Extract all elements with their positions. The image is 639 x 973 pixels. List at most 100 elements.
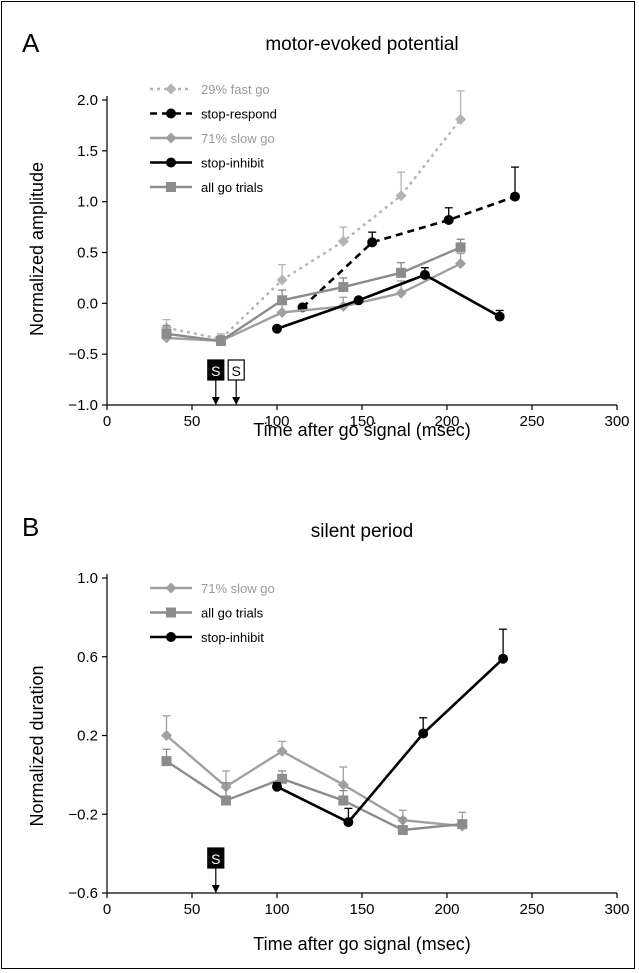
legend-label: stop-inhibit bbox=[201, 156, 264, 171]
panel-a-series-stop-inhibit bbox=[272, 267, 505, 334]
data-point bbox=[396, 267, 407, 278]
panel-a-y-tick-label: 1.5 bbox=[77, 143, 98, 160]
data-point bbox=[397, 825, 408, 835]
panel-a-xlabel: Time after go signal (msec) bbox=[253, 420, 470, 440]
panel-b-plot: −0.6 −0.2 0.2 0.6 1.0 0 50 100 150 200 250 300 71% s… bbox=[68, 570, 629, 918]
panel-a-legend-entry: stop-inhibit bbox=[150, 156, 264, 171]
data-point bbox=[277, 773, 288, 784]
data-point bbox=[161, 328, 172, 339]
panel-b-series-stop-inhibit bbox=[272, 628, 509, 828]
panel-a-stop-signal-marker: S bbox=[207, 359, 225, 405]
panel-a-y-tick-label: 0.0 bbox=[77, 295, 98, 312]
panel-a-legend-entry: stop-respond bbox=[150, 107, 277, 122]
series-line bbox=[166, 246, 462, 343]
panel-b-x-tick-label: 0 bbox=[103, 901, 111, 918]
series-line bbox=[276, 273, 501, 330]
panel-a-series-all-go-trials bbox=[161, 238, 466, 346]
panel-b-x-tick-label: 200 bbox=[434, 901, 459, 918]
panel-b-title: silent period bbox=[311, 521, 413, 542]
panel-b-y-tick-label: −0.2 bbox=[68, 806, 98, 823]
data-point bbox=[338, 795, 349, 806]
series-line bbox=[166, 262, 462, 343]
legend-marker bbox=[165, 132, 177, 144]
data-point bbox=[272, 323, 282, 334]
panel-a-y-tick-label: 0.5 bbox=[77, 245, 98, 262]
data-point bbox=[395, 190, 407, 202]
signal-arrow-head bbox=[211, 397, 220, 405]
legend-marker bbox=[166, 182, 176, 192]
data-point bbox=[455, 242, 466, 253]
panel-a-label: A bbox=[22, 28, 40, 58]
panel-a-legend-entry: all go trials bbox=[150, 180, 264, 195]
legend-label: 29% fast go bbox=[201, 82, 270, 97]
data-point bbox=[494, 311, 505, 322]
panel-a-stop-signal-marker: S bbox=[227, 359, 245, 405]
panel-a-legend-entry: 29% fast go bbox=[150, 82, 270, 97]
panel-a-x-tick-label: 200 bbox=[434, 413, 459, 430]
panel-a-series-stop-respond bbox=[297, 166, 520, 313]
panel-b-series-all-go-trials bbox=[161, 748, 468, 835]
panel-b-y-tick-label: −0.6 bbox=[68, 885, 98, 902]
data-point bbox=[418, 728, 429, 739]
legend-label: 71% slow go bbox=[201, 131, 275, 146]
data-point bbox=[276, 274, 288, 286]
series-line bbox=[165, 760, 463, 832]
data-point bbox=[498, 653, 509, 664]
signal-label: S bbox=[232, 363, 241, 379]
series-line bbox=[166, 118, 462, 341]
legend-marker bbox=[166, 157, 176, 168]
panel-a-legend-entry: 71% slow go bbox=[150, 131, 275, 146]
panel-b-x-tick-label: 100 bbox=[264, 901, 289, 918]
legend-label: 71% slow go bbox=[201, 581, 275, 596]
legend-label: stop-inhibit bbox=[201, 630, 264, 645]
data-point bbox=[337, 235, 349, 247]
legend-marker bbox=[166, 108, 176, 119]
panel-a-x-tick-label: 50 bbox=[184, 413, 201, 430]
panel-b-ylabel: Normalized duration bbox=[27, 665, 47, 826]
legend-marker bbox=[165, 582, 177, 594]
panel-b-stop-signal-marker: S bbox=[207, 847, 225, 893]
panel-b-label: B bbox=[22, 512, 39, 542]
legend-marker bbox=[165, 83, 177, 95]
panel-b-x-tick-label: 50 bbox=[184, 901, 201, 918]
panel-a-y-tick-label: 1.0 bbox=[77, 194, 98, 211]
signal-arrow-head bbox=[211, 885, 220, 893]
legend-marker bbox=[166, 607, 176, 618]
panel-b-legend-entry: stop-inhibit bbox=[150, 630, 264, 645]
series-line bbox=[301, 195, 516, 309]
data-point bbox=[161, 730, 172, 741]
signal-label: S bbox=[211, 851, 220, 867]
panel-a-series-29-fast-go bbox=[161, 90, 467, 345]
panel-a-plot: −1.0 −0.5 0.0 0.5 1.0 1.5 2.0 0 50 100 150 200 250 30… bbox=[68, 82, 629, 430]
panel-a-x-tick-label: 250 bbox=[519, 413, 544, 430]
panel-b-x-tick-label: 250 bbox=[519, 901, 544, 918]
signal-label: S bbox=[211, 363, 220, 379]
panel-b-x-tick-label: 150 bbox=[349, 901, 374, 918]
panel-b-legend-entry: all go trials bbox=[150, 606, 264, 621]
data-point bbox=[510, 191, 520, 202]
panel-a-ylabel: Normalized amplitude bbox=[27, 162, 47, 336]
data-point bbox=[276, 306, 288, 318]
data-point bbox=[353, 295, 364, 306]
data-point bbox=[272, 781, 282, 792]
panel-b-legend-entry: 71% slow go bbox=[150, 581, 275, 596]
panel-b-y-tick-label: 0.6 bbox=[77, 649, 98, 666]
data-point bbox=[395, 287, 407, 299]
panel-a-x-tick-label: 150 bbox=[349, 413, 374, 430]
panel-b-y-tick-label: 0.2 bbox=[77, 728, 98, 745]
data-point bbox=[337, 779, 349, 791]
data-point bbox=[221, 795, 231, 806]
data-point bbox=[277, 295, 288, 306]
legend-marker bbox=[166, 632, 176, 642]
data-point bbox=[343, 817, 354, 828]
data-point bbox=[367, 237, 378, 248]
data-point bbox=[455, 258, 467, 270]
legend-label: all go trials bbox=[201, 180, 264, 195]
data-point bbox=[276, 745, 288, 757]
panel-a-y-tick-label: 2.0 bbox=[77, 92, 98, 109]
panel-b-xlabel: Time after go signal (msec) bbox=[253, 934, 470, 954]
panel-a-title: motor-evoked potential bbox=[265, 34, 458, 55]
series-line bbox=[276, 657, 504, 824]
panel-a-y-tick-label: −1.0 bbox=[68, 397, 98, 414]
